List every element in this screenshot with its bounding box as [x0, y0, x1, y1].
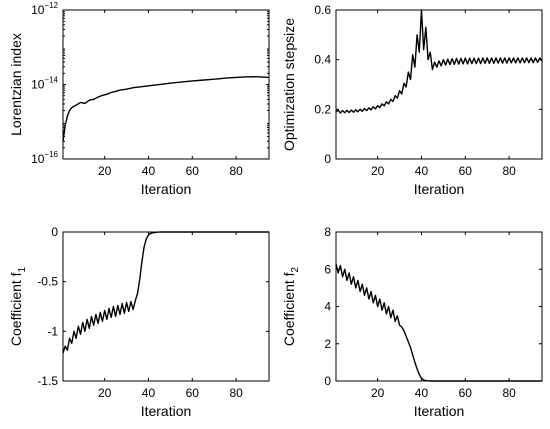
y-axis-label: Coefficient f2 — [281, 266, 301, 346]
y-tick-label: 0 — [324, 152, 331, 166]
y-axis-label: Coefficient f1 — [8, 266, 28, 346]
y-tick-label: 0 — [51, 225, 58, 239]
chart-panel-4: 20 40 60 80 0 2 4 6 8 Iteration Coefficient f2 — [281, 225, 543, 419]
y-tick-label: 4 — [324, 300, 331, 314]
x-tick-label: 20 — [98, 386, 112, 400]
x-tick-label: 40 — [142, 386, 156, 400]
x-tick-label: 80 — [502, 164, 516, 178]
x-axis-label: Iteration — [414, 181, 465, 197]
chart-panel-2: 20 40 60 80 0 0.2 0.4 0.6 Iteration Optimization … — [281, 3, 543, 197]
y-tick-label: 6 — [324, 262, 331, 276]
x-tick-label: 20 — [371, 164, 385, 178]
y-tick-label: 0.4 — [314, 53, 331, 67]
y-tick-label: 8 — [324, 225, 331, 239]
series-line-1 — [335, 9, 543, 114]
x-tick-label: 80 — [502, 386, 516, 400]
x-tick-label: 20 — [98, 164, 112, 178]
x-tick-label: 60 — [459, 164, 473, 178]
y-axis-label: Optimization stepsize — [281, 18, 297, 151]
x-tick-label: 60 — [186, 164, 200, 178]
x-tick-label: 40 — [415, 164, 429, 178]
x-tick-label: 80 — [229, 386, 243, 400]
y-tick-label: 0.6 — [314, 3, 331, 17]
y-axis-label: Lorentzian index — [8, 33, 24, 136]
y-tick-label: 0.2 — [314, 102, 331, 116]
chart-panel-3: 20 40 60 80 -1.5 -1 -0.5 0 Iteration Coefficient … — [8, 225, 270, 419]
series-line-1 — [62, 76, 270, 142]
axes-box — [335, 9, 543, 160]
x-axis-label: Iteration — [141, 181, 192, 197]
series-line-1 — [335, 263, 542, 382]
x-tick-label: 80 — [229, 164, 243, 178]
x-axis-label: Iteration — [414, 403, 465, 419]
y-tick-label: -1.5 — [37, 374, 58, 388]
x-tick-label: 60 — [459, 386, 473, 400]
x-tick-label: 40 — [142, 164, 156, 178]
y-tick-label: 0 — [324, 374, 331, 388]
axes-box — [335, 231, 543, 382]
y-tick-label: 10−14 — [31, 76, 58, 92]
axes-box — [62, 231, 270, 382]
y-tick-label: 10−12 — [31, 1, 58, 17]
chart-panel-1: 20 40 60 80 10−16 10−14 10−12 Iteration Lorentzi… — [8, 1, 270, 197]
y-tick-label: 2 — [324, 337, 331, 351]
axes-box — [62, 9, 270, 160]
x-axis-label: Iteration — [141, 403, 192, 419]
y-tick-label: -0.5 — [37, 275, 58, 289]
y-tick-label: -1 — [47, 324, 58, 338]
x-tick-label: 20 — [371, 386, 385, 400]
series-line-1 — [62, 231, 269, 354]
x-tick-label: 40 — [415, 386, 429, 400]
y-tick-label: 10−16 — [31, 150, 58, 166]
x-tick-label: 60 — [186, 386, 200, 400]
